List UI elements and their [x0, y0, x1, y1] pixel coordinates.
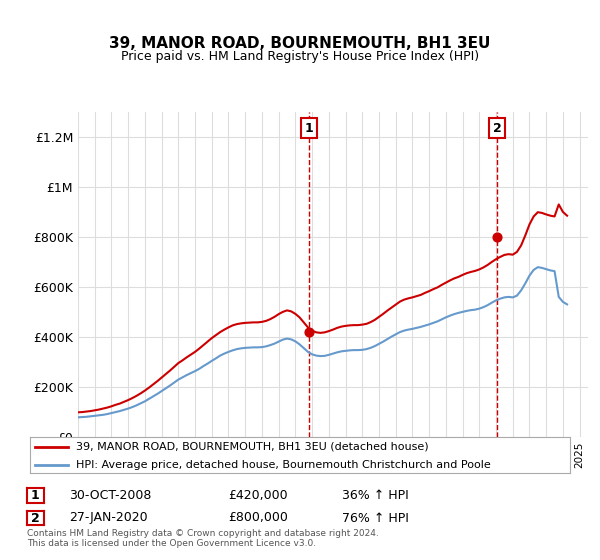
Text: 27-JAN-2020: 27-JAN-2020 [69, 511, 148, 525]
Text: Price paid vs. HM Land Registry's House Price Index (HPI): Price paid vs. HM Land Registry's House … [121, 50, 479, 63]
Text: 2: 2 [31, 511, 40, 525]
Text: 39, MANOR ROAD, BOURNEMOUTH, BH1 3EU: 39, MANOR ROAD, BOURNEMOUTH, BH1 3EU [109, 36, 491, 52]
Text: HPI: Average price, detached house, Bournemouth Christchurch and Poole: HPI: Average price, detached house, Bour… [76, 460, 491, 470]
Text: 1: 1 [305, 122, 314, 135]
Point [304, 328, 314, 337]
Text: £800,000: £800,000 [228, 511, 288, 525]
Point [493, 232, 502, 241]
Text: 2: 2 [493, 122, 502, 135]
Text: 30-OCT-2008: 30-OCT-2008 [69, 489, 151, 502]
Text: 76% ↑ HPI: 76% ↑ HPI [342, 511, 409, 525]
Text: 1: 1 [31, 489, 40, 502]
Text: Contains HM Land Registry data © Crown copyright and database right 2024.
This d: Contains HM Land Registry data © Crown c… [27, 529, 379, 548]
Text: £420,000: £420,000 [228, 489, 287, 502]
Text: 36% ↑ HPI: 36% ↑ HPI [342, 489, 409, 502]
Text: 39, MANOR ROAD, BOURNEMOUTH, BH1 3EU (detached house): 39, MANOR ROAD, BOURNEMOUTH, BH1 3EU (de… [76, 442, 428, 452]
